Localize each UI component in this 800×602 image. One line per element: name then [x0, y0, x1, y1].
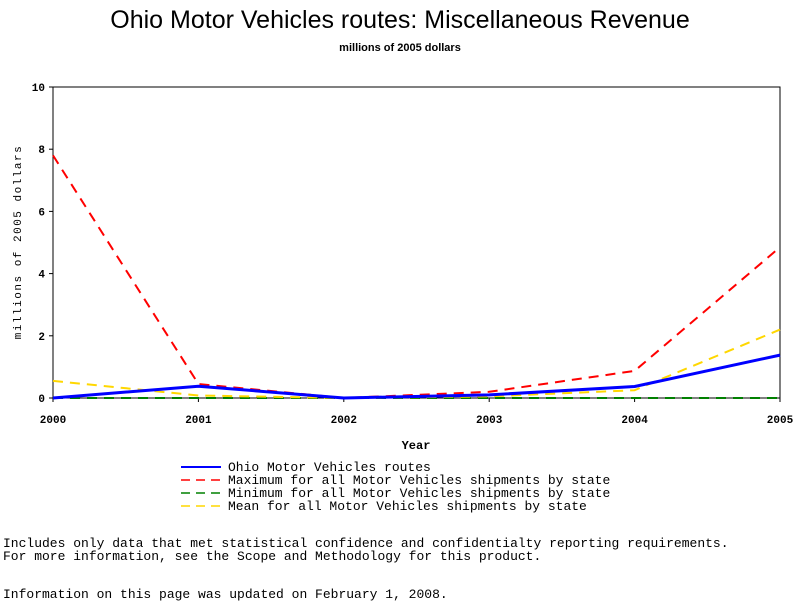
x-tick-label: 2004 [621, 415, 648, 427]
y-axis-label: millions of 2005 dollars [13, 145, 25, 339]
x-tick-label: 2000 [40, 415, 66, 427]
plot-frame [52, 86, 781, 399]
series-line [52, 154, 781, 400]
x-axis: 2000 2001 2002 2003 2004 2005 [40, 398, 794, 427]
legend-label: Mean for all Motor Vehicles shipments by… [228, 499, 587, 514]
series-lines [52, 154, 781, 400]
legend-label: Ohio Motor Vehicles routes [228, 460, 431, 475]
line-chart: 0 2 4 6 8 10 2000 2001 2002 2003 2004 2005 million… [13, 83, 794, 514]
x-tick-label: 2005 [767, 415, 794, 427]
y-tick-label: 6 [38, 207, 45, 219]
footnote-methodology: For more information, see the Scope and … [3, 549, 542, 564]
x-axis-label: Year [402, 439, 431, 453]
footnote-updated: Information on this page was updated on … [3, 587, 448, 602]
y-axis: 0 2 4 6 8 10 [32, 83, 53, 406]
x-tick-label: 2001 [185, 415, 212, 427]
y-tick-label: 0 [38, 394, 45, 406]
y-tick-label: 2 [38, 332, 45, 344]
series-line [52, 353, 781, 400]
y-tick-label: 10 [32, 83, 45, 95]
y-tick-label: 4 [38, 270, 45, 282]
x-tick-label: 2002 [331, 415, 357, 427]
legend-label: Minimum for all Motor Vehicles shipments… [228, 486, 610, 501]
footnote-confidence: Includes only data that met statistical … [3, 536, 729, 551]
chart-subtitle: millions of 2005 dollars [339, 42, 461, 54]
x-tick-label: 2003 [476, 415, 503, 427]
y-tick-label: 8 [38, 145, 45, 157]
legend-label: Maximum for all Motor Vehicles shipments… [228, 473, 610, 488]
chart-title: Ohio Motor Vehicles routes: Miscellaneou… [110, 6, 690, 34]
